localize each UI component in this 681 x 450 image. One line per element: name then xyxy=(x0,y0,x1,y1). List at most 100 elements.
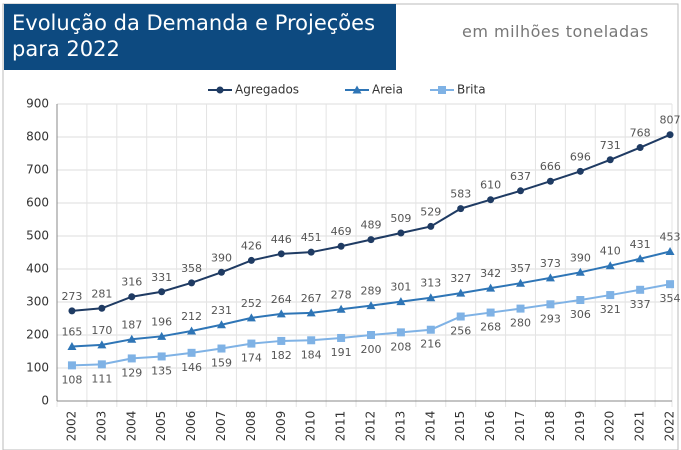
point xyxy=(336,304,346,313)
data-label: 187 xyxy=(121,318,142,331)
point xyxy=(127,354,136,363)
data-label: 331 xyxy=(151,271,172,284)
data-label: 170 xyxy=(91,324,112,337)
data-label: 666 xyxy=(540,160,561,173)
data-label: 431 xyxy=(630,238,651,251)
point xyxy=(456,312,465,321)
y-tick-label: 400 xyxy=(26,262,49,276)
point xyxy=(486,283,496,292)
point xyxy=(516,278,526,287)
data-label: 316 xyxy=(121,276,142,289)
point xyxy=(216,320,226,329)
point xyxy=(127,334,137,343)
point xyxy=(367,331,375,339)
y-tick-label: 700 xyxy=(26,163,49,177)
data-label: 696 xyxy=(570,150,591,163)
point xyxy=(576,167,584,175)
point xyxy=(187,326,197,335)
point xyxy=(157,331,167,340)
point xyxy=(97,360,106,369)
point xyxy=(217,268,225,276)
point xyxy=(67,361,76,370)
data-label: 390 xyxy=(211,251,232,264)
point xyxy=(546,177,554,185)
point xyxy=(487,196,495,204)
data-label: 293 xyxy=(540,312,561,325)
point xyxy=(67,342,77,351)
point xyxy=(128,293,136,301)
x-tick-label: 2018 xyxy=(543,411,557,442)
x-tick-label: 2014 xyxy=(423,411,437,442)
point xyxy=(397,229,405,237)
point xyxy=(516,304,525,313)
y-tick-label: 100 xyxy=(26,361,49,375)
data-label: 373 xyxy=(540,257,561,270)
data-label: 216 xyxy=(420,338,441,351)
data-label: 451 xyxy=(301,231,322,244)
data-label: 184 xyxy=(301,348,322,361)
data-label: 637 xyxy=(510,170,531,183)
point xyxy=(307,336,316,345)
data-label: 509 xyxy=(390,212,411,225)
data-label: 281 xyxy=(91,287,112,300)
data-label: 410 xyxy=(600,245,621,258)
x-tick-label: 2010 xyxy=(304,411,318,442)
x-tick-label: 2007 xyxy=(214,411,228,442)
data-label: 289 xyxy=(361,285,382,298)
y-tick-label: 500 xyxy=(26,229,49,243)
data-label: 342 xyxy=(480,267,501,280)
point xyxy=(68,307,76,315)
data-label: 357 xyxy=(510,262,531,275)
data-label: 390 xyxy=(570,251,591,264)
data-label: 529 xyxy=(420,205,441,218)
data-label: 301 xyxy=(390,281,411,294)
point xyxy=(636,144,644,152)
point xyxy=(396,297,406,306)
point xyxy=(426,325,435,334)
point xyxy=(635,254,645,263)
point xyxy=(517,187,525,195)
data-label: 111 xyxy=(91,372,112,385)
x-tick-label: 2009 xyxy=(274,411,288,442)
data-label: 446 xyxy=(271,233,292,246)
point xyxy=(97,340,107,349)
point xyxy=(456,288,466,297)
x-tick-label: 2020 xyxy=(603,411,617,442)
chart-subtitle: em milhões toneladas xyxy=(462,22,649,41)
data-label: 358 xyxy=(181,262,202,275)
point xyxy=(666,131,674,139)
data-label: 807 xyxy=(660,114,681,127)
data-label: 231 xyxy=(211,304,232,317)
data-label: 267 xyxy=(301,292,322,305)
point xyxy=(575,267,585,276)
data-label: 273 xyxy=(61,290,82,303)
point xyxy=(337,242,345,250)
data-label: 135 xyxy=(151,364,172,377)
point xyxy=(187,348,196,357)
point xyxy=(367,236,375,244)
x-tick-label: 2022 xyxy=(663,411,677,442)
x-tick-label: 2015 xyxy=(453,411,467,442)
data-label: 327 xyxy=(450,272,471,285)
point xyxy=(576,296,585,305)
point xyxy=(277,336,286,345)
point xyxy=(486,308,495,317)
legend-marker xyxy=(438,86,446,94)
data-label: 453 xyxy=(660,231,681,244)
point xyxy=(98,304,106,312)
data-label: 278 xyxy=(331,288,352,301)
x-tick-label: 2012 xyxy=(364,411,378,442)
point xyxy=(246,313,256,322)
data-label: 489 xyxy=(361,219,382,232)
x-tick-label: 2008 xyxy=(244,411,258,442)
data-label: 129 xyxy=(121,366,142,379)
point xyxy=(276,309,286,318)
point xyxy=(665,247,675,256)
data-label: 354 xyxy=(660,292,681,305)
point xyxy=(636,285,645,294)
data-label: 212 xyxy=(181,310,202,323)
x-tick-label: 2019 xyxy=(573,411,587,442)
data-label: 306 xyxy=(570,308,591,321)
data-label: 256 xyxy=(450,325,471,338)
